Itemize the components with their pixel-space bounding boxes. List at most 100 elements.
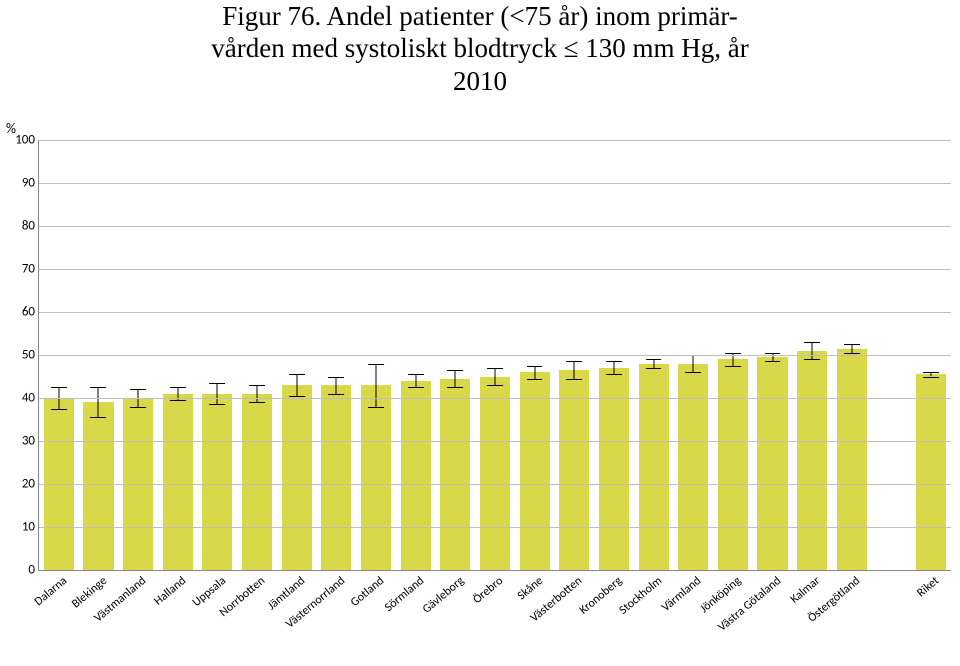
bar bbox=[163, 394, 193, 570]
gridline bbox=[39, 355, 951, 356]
error-cap-icon bbox=[804, 359, 820, 360]
y-tick-label: 60 bbox=[22, 305, 35, 320]
error-cap-icon bbox=[447, 370, 463, 371]
title-line-3: 2010 bbox=[453, 66, 507, 96]
gridline bbox=[39, 183, 951, 184]
x-tick-label: Kalmar bbox=[788, 574, 823, 607]
error-bar-icon bbox=[812, 342, 813, 359]
bar bbox=[718, 359, 748, 570]
error-bar-icon bbox=[494, 368, 495, 385]
error-cap-icon bbox=[844, 344, 860, 345]
bar bbox=[520, 372, 550, 570]
error-cap-icon bbox=[51, 409, 67, 410]
x-tick-label: Halland bbox=[152, 574, 189, 609]
chart-area: % 0102030405060708090100 DalarnaBlekinge… bbox=[0, 130, 960, 666]
error-cap-icon bbox=[289, 396, 305, 397]
error-cap-icon bbox=[130, 407, 146, 408]
error-bar-icon bbox=[653, 359, 654, 368]
gridline bbox=[39, 527, 951, 528]
error-bar-icon bbox=[534, 366, 535, 379]
bar bbox=[440, 379, 470, 570]
error-cap-icon bbox=[527, 379, 543, 380]
bar bbox=[639, 364, 669, 570]
error-cap-icon bbox=[646, 359, 662, 360]
error-cap-icon bbox=[368, 407, 384, 408]
error-cap-icon bbox=[685, 372, 701, 373]
error-bar-icon bbox=[574, 361, 575, 378]
gridline bbox=[39, 226, 951, 227]
error-cap-icon bbox=[249, 385, 265, 386]
y-tick-label: 10 bbox=[22, 520, 35, 535]
error-cap-icon bbox=[170, 400, 186, 401]
x-tick-label: Dalarna bbox=[32, 574, 70, 609]
error-cap-icon bbox=[527, 366, 543, 367]
error-cap-icon bbox=[765, 361, 781, 362]
error-cap-icon bbox=[487, 385, 503, 386]
error-bar-icon bbox=[415, 374, 416, 387]
bar bbox=[678, 364, 708, 570]
y-tick-label: 70 bbox=[22, 262, 35, 277]
y-tick-label: 90 bbox=[22, 176, 35, 191]
x-tick-label: Gävleborg bbox=[420, 574, 467, 617]
bar bbox=[361, 385, 391, 570]
error-cap-icon bbox=[130, 389, 146, 390]
error-bar-icon bbox=[217, 383, 218, 405]
bar bbox=[83, 402, 113, 570]
error-cap-icon bbox=[209, 383, 225, 384]
error-cap-icon bbox=[51, 387, 67, 388]
error-cap-icon bbox=[923, 377, 939, 378]
error-cap-icon bbox=[289, 374, 305, 375]
bar bbox=[202, 394, 232, 570]
gridline bbox=[39, 398, 951, 399]
bar bbox=[321, 385, 351, 570]
bar bbox=[757, 357, 787, 570]
gridline bbox=[39, 269, 951, 270]
error-bar-icon bbox=[98, 387, 99, 417]
error-bar-icon bbox=[296, 374, 297, 396]
x-tick-label: Värmland bbox=[660, 574, 705, 615]
error-cap-icon bbox=[606, 374, 622, 375]
x-tick-label: Gotland bbox=[348, 574, 387, 610]
error-cap-icon bbox=[765, 353, 781, 354]
gridline bbox=[39, 441, 951, 442]
x-labels-container: DalarnaBlekingeVästmanlandHallandUppsala… bbox=[38, 572, 950, 662]
bar bbox=[797, 351, 827, 570]
error-cap-icon bbox=[170, 387, 186, 388]
x-tick-label: Örebro bbox=[471, 574, 506, 607]
error-cap-icon bbox=[646, 368, 662, 369]
error-cap-icon bbox=[606, 361, 622, 362]
gridline bbox=[39, 312, 951, 313]
error-cap-icon bbox=[447, 387, 463, 388]
y-tick-label: 80 bbox=[22, 219, 35, 234]
x-tick-label: Kronoberg bbox=[577, 574, 625, 617]
error-cap-icon bbox=[368, 364, 384, 365]
y-tick-label: 50 bbox=[22, 348, 35, 363]
x-tick-label: Stockholm bbox=[617, 574, 665, 618]
error-cap-icon bbox=[725, 353, 741, 354]
bar bbox=[242, 394, 272, 570]
gridline bbox=[39, 140, 951, 141]
error-cap-icon bbox=[487, 368, 503, 369]
y-tick-label: 40 bbox=[22, 391, 35, 406]
bar bbox=[282, 385, 312, 570]
error-cap-icon bbox=[209, 404, 225, 405]
bar bbox=[559, 370, 589, 570]
error-cap-icon bbox=[91, 387, 107, 388]
error-bar-icon bbox=[257, 385, 258, 402]
y-tick-label: 0 bbox=[28, 563, 35, 578]
gridline bbox=[39, 484, 951, 485]
plot-region: 0102030405060708090100 bbox=[38, 140, 951, 571]
y-tick-label: 100 bbox=[15, 133, 35, 148]
y-tick-label: 20 bbox=[22, 477, 35, 492]
title-line-2: vården med systoliskt blodtryck ≤ 130 mm… bbox=[211, 33, 749, 63]
error-bar-icon bbox=[851, 344, 852, 353]
error-bar-icon bbox=[693, 355, 694, 372]
error-bar-icon bbox=[613, 361, 614, 374]
bar bbox=[837, 349, 867, 570]
error-cap-icon bbox=[408, 387, 424, 388]
error-bar-icon bbox=[455, 370, 456, 387]
error-cap-icon bbox=[249, 402, 265, 403]
x-tick-label: Riket bbox=[915, 574, 943, 600]
error-bar-icon bbox=[336, 377, 337, 394]
error-cap-icon bbox=[328, 377, 344, 378]
